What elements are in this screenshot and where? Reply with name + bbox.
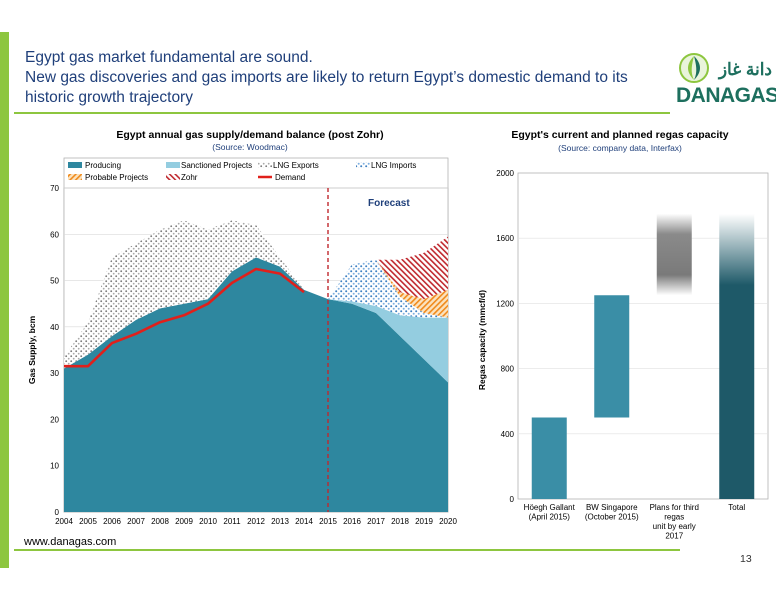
bar-category-label: regas	[664, 513, 684, 522]
bar-y-axis-title: Regas capacity (mmcf/d)	[477, 290, 487, 390]
footer-rule	[14, 549, 680, 551]
area-x-tick-label: 2011	[223, 517, 241, 526]
page-number: 13	[740, 553, 752, 565]
slide-title: Egypt gas market fundamental are sound. …	[25, 48, 675, 108]
accent-bar	[0, 32, 9, 568]
bar-category-label: unit by early	[653, 522, 696, 531]
area-y-tick-label: 10	[50, 462, 59, 471]
area-y-axis-title: Gas Supply, bcm	[27, 315, 37, 384]
title-line-2: New gas discoveries and gas imports are …	[25, 69, 628, 86]
area-series-layers	[64, 188, 448, 512]
area-y-tick-label: 30	[50, 369, 59, 378]
area-x-tick-label: 2012	[247, 517, 265, 526]
title-underline	[14, 112, 670, 114]
bar-y-tick-label: 0	[510, 495, 515, 504]
bar-category-label: 2017	[665, 532, 683, 541]
bar-y-tick-label: 2000	[496, 169, 514, 178]
bar-category-label: BW Singapore	[586, 503, 638, 512]
bar-category-label: (October 2015)	[585, 513, 639, 522]
area-y-tick-label: 40	[50, 323, 59, 332]
bar-category-label: Höegh Gallant	[524, 503, 576, 512]
legend-swatch-zohr	[166, 174, 180, 180]
area-x-tick-label: 2008	[151, 517, 169, 526]
bar-chart-subtitle: (Source: company data, Interfax)	[558, 143, 682, 153]
legend-label-demand: Demand	[275, 173, 305, 182]
area-x-tick-label: 2009	[175, 517, 193, 526]
area-lng-exports	[64, 220, 448, 369]
logo-text: DANAGAS	[676, 84, 776, 107]
area-x-tick-label: 2014	[295, 517, 313, 526]
area-chart-subtitle: (Source: Woodmac)	[212, 142, 288, 152]
area-x-tick-label: 2004	[55, 517, 73, 526]
area-x-tick-label: 2015	[319, 517, 337, 526]
area-y-tick-label: 60	[50, 230, 59, 239]
area-y-tick-label: 70	[50, 184, 59, 193]
legend-swatch-lng-imports	[356, 162, 370, 168]
area-x-tick-label: 2007	[127, 517, 145, 526]
area-y-tick-label: 0	[55, 508, 60, 517]
forecast-annotation: Forecast	[368, 198, 410, 209]
legend-label-lng-imports: LNG Imports	[371, 161, 416, 170]
bar-y-tick-label: 1200	[496, 299, 514, 308]
area-x-tick-label: 2020	[439, 517, 457, 526]
bar-axes: 0 400 800 1200 1600 2000 Höegh Gallant(April 2…	[496, 169, 745, 541]
bar-category-label: Plans for third	[650, 503, 699, 512]
area-y-tick-label: 50	[50, 277, 59, 286]
regas-bar	[656, 213, 692, 296]
footer-url[interactable]: www.danagas.com	[24, 536, 117, 548]
title-line-3: historic growth trajectory	[25, 89, 193, 106]
demand-line	[64, 267, 305, 368]
regas-bar	[719, 213, 755, 499]
logo-arabic-text: دانة غاز	[718, 60, 772, 79]
bar-y-tick-label: 800	[501, 365, 515, 374]
area-x-tick-label: 2010	[199, 517, 217, 526]
danagas-logo-icon	[679, 53, 709, 83]
area-x-tick-label: 2006	[103, 517, 121, 526]
legend-label-zohr: Zohr	[181, 173, 198, 182]
area-y-tick-label: 20	[50, 415, 59, 424]
area-x-tick-label: 2018	[391, 517, 409, 526]
legend-label-lng-exports: LNG Exports	[273, 161, 319, 170]
bar-category-label: Total	[728, 503, 745, 512]
bar-chart-title: Egypt's current and planned regas capaci…	[511, 129, 729, 141]
legend-swatch-probable	[68, 174, 82, 180]
bar-category-label: (April 2015)	[529, 513, 571, 522]
bar-marks	[531, 213, 755, 499]
legend-label-producing: Producing	[85, 161, 121, 170]
area-x-tick-label: 2017	[367, 517, 385, 526]
legend-swatch-producing	[68, 162, 82, 168]
legend-label-probable: Probable Projects	[85, 173, 148, 182]
area-chart-title: Egypt annual gas supply/demand balance (…	[116, 129, 384, 141]
regas-bar	[594, 295, 630, 418]
area-legend: Producing Sanctioned Projects LNG Export…	[68, 161, 416, 182]
title-line-1: Egypt gas market fundamental are sound.	[25, 49, 313, 66]
regas-bar	[531, 417, 567, 499]
bar-y-tick-label: 400	[501, 430, 515, 439]
legend-label-sanctioned: Sanctioned Projects	[181, 161, 252, 170]
area-x-tick-label: 2019	[415, 517, 433, 526]
bar-y-tick-label: 1600	[496, 234, 514, 243]
legend-swatch-lng-exports	[258, 162, 272, 168]
area-lng-imports	[64, 220, 448, 357]
area-axes: 0 10 20 30 40 50 60 70 2004 2005 2006 2007 2008 2009 2…	[50, 184, 457, 526]
area-x-tick-label: 2005	[79, 517, 97, 526]
area-x-tick-label: 2016	[343, 517, 361, 526]
area-x-tick-label: 2013	[271, 517, 289, 526]
legend-swatch-sanctioned	[166, 162, 180, 168]
